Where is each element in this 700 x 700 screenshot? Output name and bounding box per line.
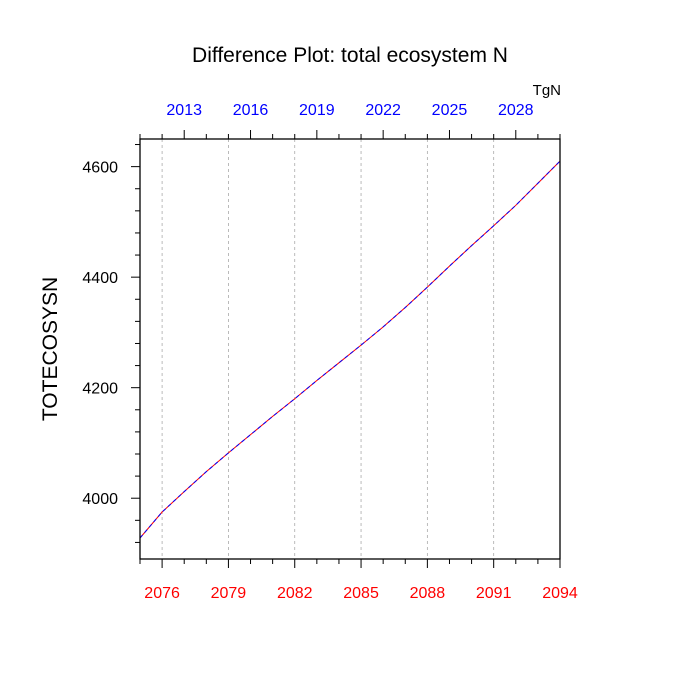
top-tick-label: 2028 xyxy=(498,102,534,119)
plot-frame xyxy=(139,138,561,560)
y-tick-label: 4000 xyxy=(82,491,118,508)
top-tick-label: 2022 xyxy=(365,102,401,119)
y-tick-label: 4400 xyxy=(82,270,118,287)
y-tick-label: 4200 xyxy=(82,381,118,398)
axes xyxy=(131,130,561,568)
top-tick-label: 2013 xyxy=(166,102,202,119)
x-tick-label: 2079 xyxy=(211,585,247,602)
y-axis-label: TOTECOSYSN xyxy=(39,277,62,421)
top-tick-labels: 2013 2016 2019 2022 2025 2028 xyxy=(166,102,533,119)
top-tick-label: 2019 xyxy=(299,102,335,119)
x-tick-label: 2094 xyxy=(542,585,578,602)
top-tick-label: 2016 xyxy=(233,102,269,119)
chart-title: Difference Plot: total ecosystem N xyxy=(192,44,508,67)
bottom-tick-labels: 2076 2079 2082 2085 2088 2091 2094 xyxy=(144,585,578,602)
x-tick-label: 2085 xyxy=(343,585,379,602)
series-line-red xyxy=(139,160,561,539)
y-tick-label: 4600 xyxy=(82,160,118,177)
x-tick-label: 2082 xyxy=(277,585,313,602)
top-tick-label: 2025 xyxy=(432,102,468,119)
series-layer xyxy=(139,160,561,539)
y-tick-labels: 4000 4200 4400 4600 xyxy=(82,160,118,509)
series-line-blue xyxy=(139,160,561,539)
x-tick-label: 2091 xyxy=(476,585,512,602)
units-label: TgN xyxy=(533,82,561,99)
x-tick-label: 2076 xyxy=(144,585,180,602)
grid xyxy=(161,139,561,559)
x-tick-label: 2088 xyxy=(410,585,446,602)
